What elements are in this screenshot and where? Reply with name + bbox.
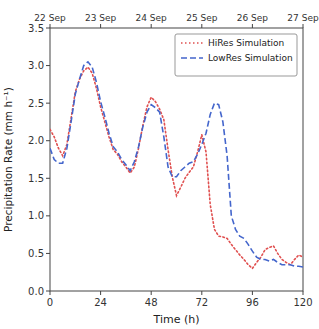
x-tick-label: 96 [246, 297, 259, 308]
x2-tick [252, 24, 253, 28]
y-tick-label: 2.5 [28, 98, 44, 109]
x-tick [100, 291, 101, 295]
x-tick [50, 291, 51, 295]
legend-label: LowRes Simulation [208, 53, 293, 63]
x-axis: 0 24 48 72 96 120 [47, 291, 313, 308]
legend-box [175, 34, 297, 76]
y-tick-label: 1.5 [28, 173, 44, 184]
y-tick-label: 0.0 [28, 286, 44, 297]
x2-tick-label: 25 Sep [186, 13, 218, 23]
y-axis: 0.0 0.5 1.0 1.5 2.0 2.5 3.0 3.5 [28, 23, 50, 297]
x2-tick-label: 22 Sep [34, 13, 66, 23]
x2-axis: 22 Sep 23 Sep 24 Sep 25 Sep 26 Sep 27 Sep [34, 13, 319, 28]
y-tick [46, 28, 50, 29]
y-tick [46, 140, 50, 141]
y-tick-label: 1.0 [28, 210, 44, 221]
y-tick-label: 2.0 [28, 135, 44, 146]
series-line [50, 67, 303, 268]
x-tick [303, 291, 304, 295]
legend-swatch [181, 42, 203, 44]
plot-frame [50, 28, 303, 291]
y-tick [46, 253, 50, 254]
x-tick-label: 48 [145, 297, 158, 308]
series-group [50, 62, 303, 269]
x-tick-label: 120 [293, 297, 312, 308]
legend-swatch [181, 57, 203, 59]
legend-label: HiRes Simulation [208, 38, 284, 48]
x-tick-label: 0 [47, 297, 53, 308]
x-tick [252, 291, 253, 295]
y-tick-label: 3.5 [28, 23, 44, 34]
legend: HiRes Simulation LowRes Simulation [175, 34, 297, 76]
x-tick-label: 24 [94, 297, 107, 308]
x-tick-label: 72 [195, 297, 208, 308]
chart: 0.0 0.5 1.0 1.5 2.0 2.5 3.0 3.5 0 24 48 72 96 120 22 S… [0, 0, 319, 329]
y-tick [46, 103, 50, 104]
x-axis-label: Time (h) [153, 313, 200, 326]
x2-tick-label: 27 Sep [287, 13, 319, 23]
y-tick [46, 291, 50, 292]
x2-tick-label: 23 Sep [85, 13, 117, 23]
x2-tick-label: 24 Sep [136, 13, 168, 23]
x2-tick [151, 24, 152, 28]
y-axis-label: Precipitation Rate (mm h⁻¹) [2, 87, 14, 232]
x2-tick [100, 24, 101, 28]
y-tick [46, 178, 50, 179]
x-tick [201, 291, 202, 295]
y-tick-label: 3.0 [28, 60, 44, 71]
x2-tick [50, 24, 51, 28]
series-line [50, 62, 303, 267]
x2-tick [303, 24, 304, 28]
y-tick [46, 65, 50, 66]
y-tick-label: 0.5 [28, 248, 44, 259]
x-tick [151, 291, 152, 295]
x2-tick-label: 26 Sep [237, 13, 269, 23]
x2-tick [201, 24, 202, 28]
y-tick [46, 215, 50, 216]
